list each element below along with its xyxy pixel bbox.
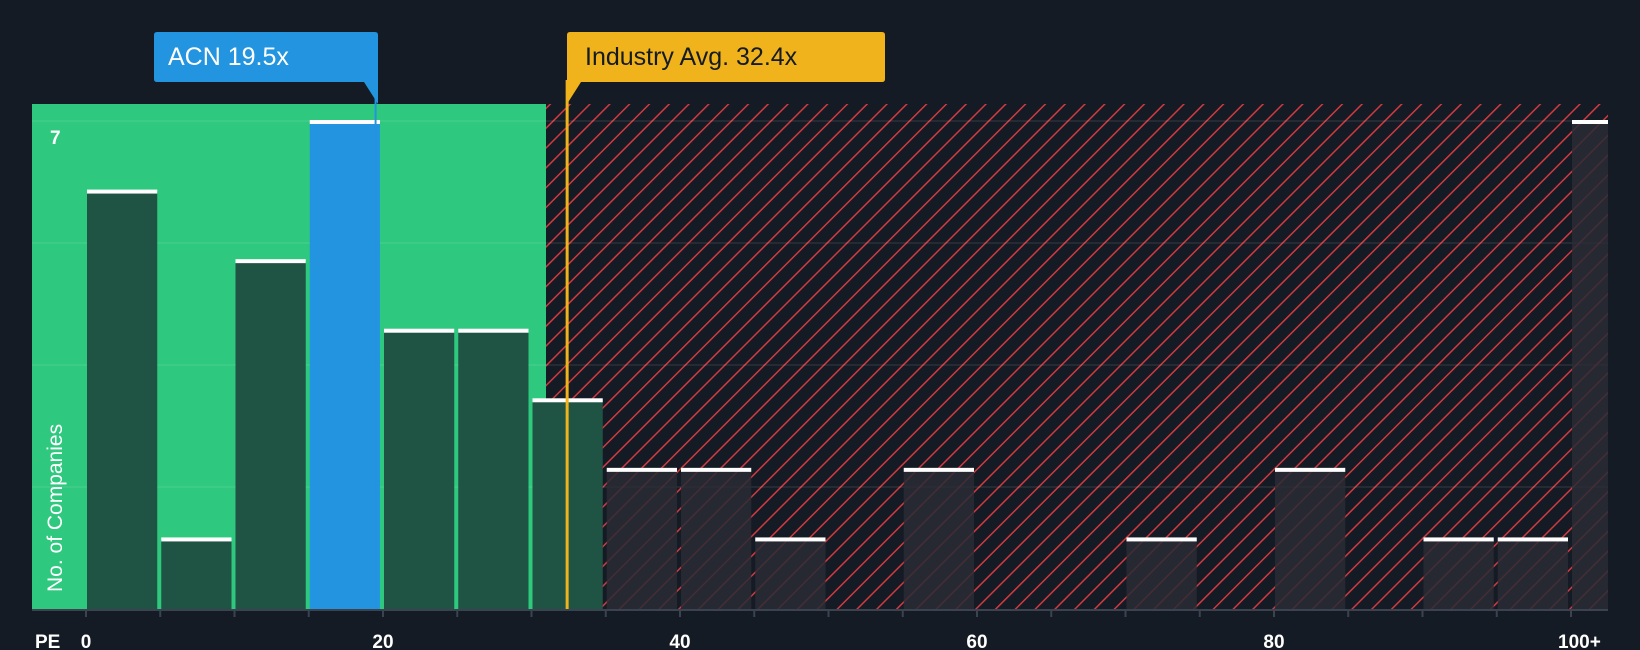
y-tick-label-max: 7	[50, 128, 61, 149]
bar-cap	[1126, 537, 1197, 542]
bar-cap	[755, 537, 826, 542]
bar-cap	[681, 467, 752, 472]
bar-cap	[458, 328, 529, 333]
industry-callout-label: Industry Avg. 32.4x	[585, 43, 798, 71]
bar	[309, 122, 380, 609]
bar-cap	[235, 259, 306, 264]
bar	[1497, 539, 1568, 609]
bar	[458, 330, 529, 609]
bar	[1423, 539, 1494, 609]
industry-callout: Industry Avg. 32.4x	[567, 32, 885, 104]
bars	[87, 120, 1608, 609]
bar	[1275, 469, 1346, 609]
bar-cap	[606, 467, 677, 472]
bar	[1126, 539, 1197, 609]
bar	[384, 330, 455, 609]
reference-lines	[374, 80, 569, 609]
x-tick-label: 20	[372, 632, 393, 650]
bar-cap	[384, 328, 455, 333]
x-axis: 0 20 40 60 80 100+	[32, 609, 1608, 650]
bar	[161, 539, 232, 609]
bar-cap	[309, 120, 380, 124]
company-callout: ACN 19.5x	[154, 32, 378, 104]
valuation-zones	[32, 104, 1608, 609]
bar	[235, 261, 306, 609]
bar-cap	[87, 189, 158, 194]
bar	[1572, 122, 1608, 609]
x-tick-label: 40	[669, 632, 690, 650]
bar-cap	[1497, 537, 1568, 542]
industry-callout-box	[567, 32, 885, 104]
x-tick-label: 60	[966, 632, 987, 650]
bar-cap	[161, 537, 232, 542]
bar-cap	[1572, 120, 1608, 124]
bar	[755, 539, 826, 609]
bar-cap	[1423, 537, 1494, 542]
company-callout-box	[154, 32, 378, 104]
x-tick-label: 80	[1263, 632, 1284, 650]
bar	[681, 469, 752, 609]
x-tick-label: 0	[81, 632, 92, 650]
company-callout-label: ACN 19.5x	[168, 43, 289, 71]
bar-cap	[903, 467, 974, 472]
bar	[87, 191, 158, 609]
bar	[606, 469, 677, 609]
bar-cap	[1275, 467, 1346, 472]
bar	[903, 469, 974, 609]
x-tick-label: 100+	[1558, 632, 1601, 650]
x-axis-label: PE	[35, 632, 60, 650]
y-axis-label: No. of Companies	[44, 424, 67, 592]
